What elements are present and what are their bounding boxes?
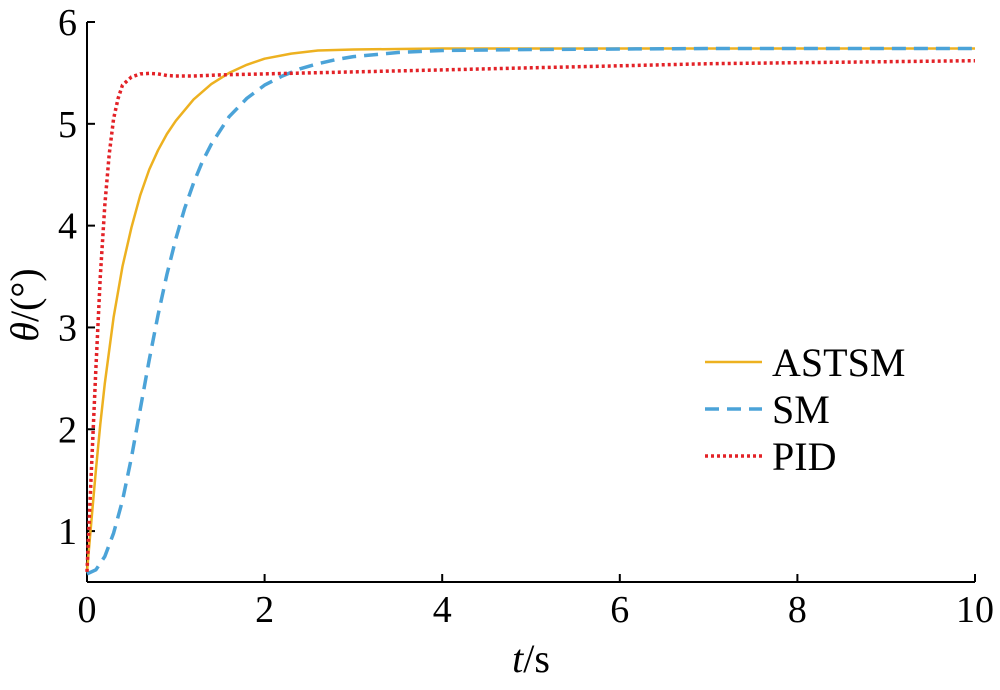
y-tick-label: 5: [58, 104, 77, 146]
series-line-pid: [85, 58, 976, 572]
x-tick-label: 4: [433, 589, 452, 631]
y-tick-label: 3: [58, 307, 77, 349]
x-tick-label: 0: [78, 589, 97, 631]
y-tick-label: 2: [58, 409, 77, 451]
x-tick-label: 2: [255, 589, 274, 631]
y-tick-label: 4: [58, 206, 77, 248]
y-tick-label: 1: [58, 511, 77, 553]
legend-label-astsm: ASTSM: [772, 340, 905, 385]
x-tick-label: 6: [610, 589, 629, 631]
x-tick-label: 10: [956, 589, 994, 631]
series-line-sm: [86, 46, 975, 576]
y-axis-label: θ/(°): [2, 268, 47, 341]
legend-label-sm: SM: [772, 387, 830, 432]
legend-label-pid: PID: [772, 434, 836, 479]
series-layer: [85, 46, 976, 576]
y-tick-label: 6: [58, 2, 77, 44]
series-line-astsm: [85, 47, 975, 572]
x-tick-label: 8: [788, 589, 807, 631]
x-axis-label: t/s: [512, 636, 550, 681]
